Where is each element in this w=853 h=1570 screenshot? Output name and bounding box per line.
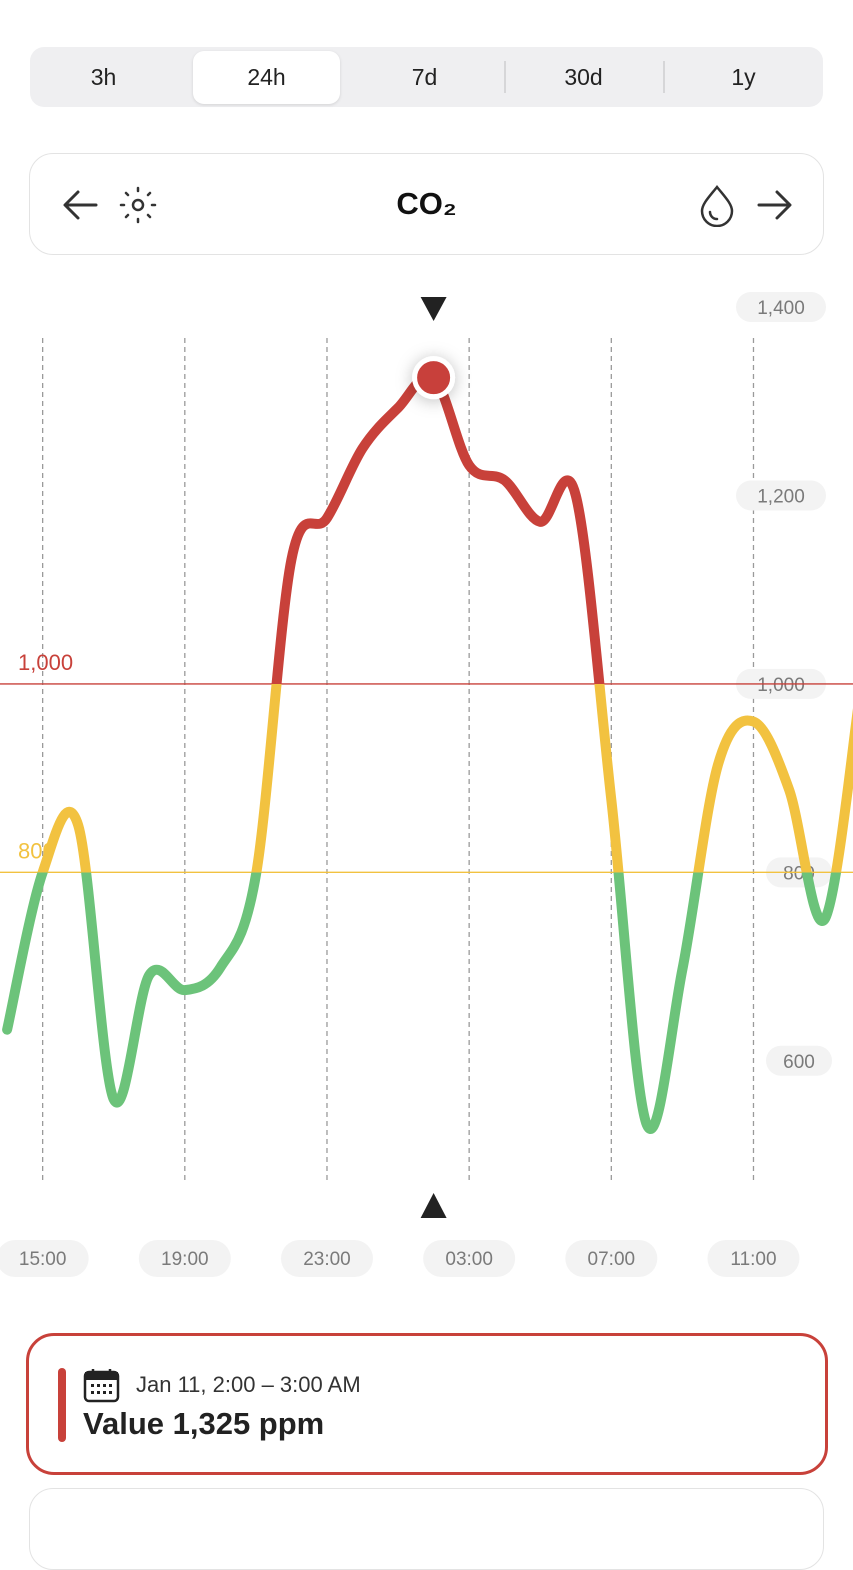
status-bar [58,1368,66,1442]
tab-separator [663,61,665,93]
y-tick-label: 1,400 [757,298,805,319]
x-tick-label: 23:00 [303,1249,351,1270]
x-tick-pill [138,1240,231,1277]
x-tick-label: 11:00 [730,1249,776,1270]
prev-button[interactable] [60,187,100,223]
co2-line [2,370,853,1134]
y-tick-pill [766,1045,832,1076]
metric-title: CO₂ [396,186,457,221]
selected-point [412,356,456,400]
x-tick-label: 03:00 [445,1249,493,1270]
calendar-icon [83,1369,120,1403]
range-tab[interactable]: 1y [731,64,756,90]
x-tick-label: 19:00 [161,1249,209,1270]
x-tick-label: 07:00 [588,1249,636,1270]
detail-value: Value 1,325 ppm [83,1406,325,1441]
y-tick-label: 1,000 [757,675,805,696]
page: 15:00 19:00 23:00 03:00 07:00 11:00 600 800 1,00… [0,47,853,1570]
range-tab[interactable]: 30d [564,64,603,90]
y-tick-label: 1,200 [757,486,805,507]
x-tick-label: 15:00 [19,1249,67,1270]
y-tick-pill [736,292,826,322]
range-tabs: 3h 24h 7d 30d 1y [30,47,823,107]
y-tick-pill [736,480,826,511]
x-tick-pill [423,1240,516,1277]
x-tick-pill [280,1240,373,1277]
range-tab[interactable]: 7d [411,64,438,90]
sun-icon[interactable] [118,185,158,225]
next-button[interactable] [755,187,795,223]
detail-date: Jan 11, 2:00 – 3:00 AM [136,1372,361,1397]
x-tick-pill [565,1240,658,1277]
metric-header: CO₂ [29,153,824,255]
y-tick-label: 600 [783,1052,815,1073]
selection-pointer-bottom [420,1193,447,1218]
humidity-icon[interactable] [697,183,737,227]
selection-pointer-top [420,297,447,321]
chart: 15:00 19:00 23:00 03:00 07:00 11:006008001,00… [0,292,853,1277]
next-card [29,1488,824,1570]
tab-separator [504,61,506,93]
threshold-label: 1,000 [18,650,73,675]
range-tab[interactable]: 3h [90,64,117,90]
x-tick-pill [707,1240,800,1277]
x-tick-pill [0,1240,89,1277]
detail-card: Jan 11, 2:00 – 3:00 AM Value 1,325 ppm [26,1333,828,1475]
range-tab[interactable]: 24h [193,51,340,104]
